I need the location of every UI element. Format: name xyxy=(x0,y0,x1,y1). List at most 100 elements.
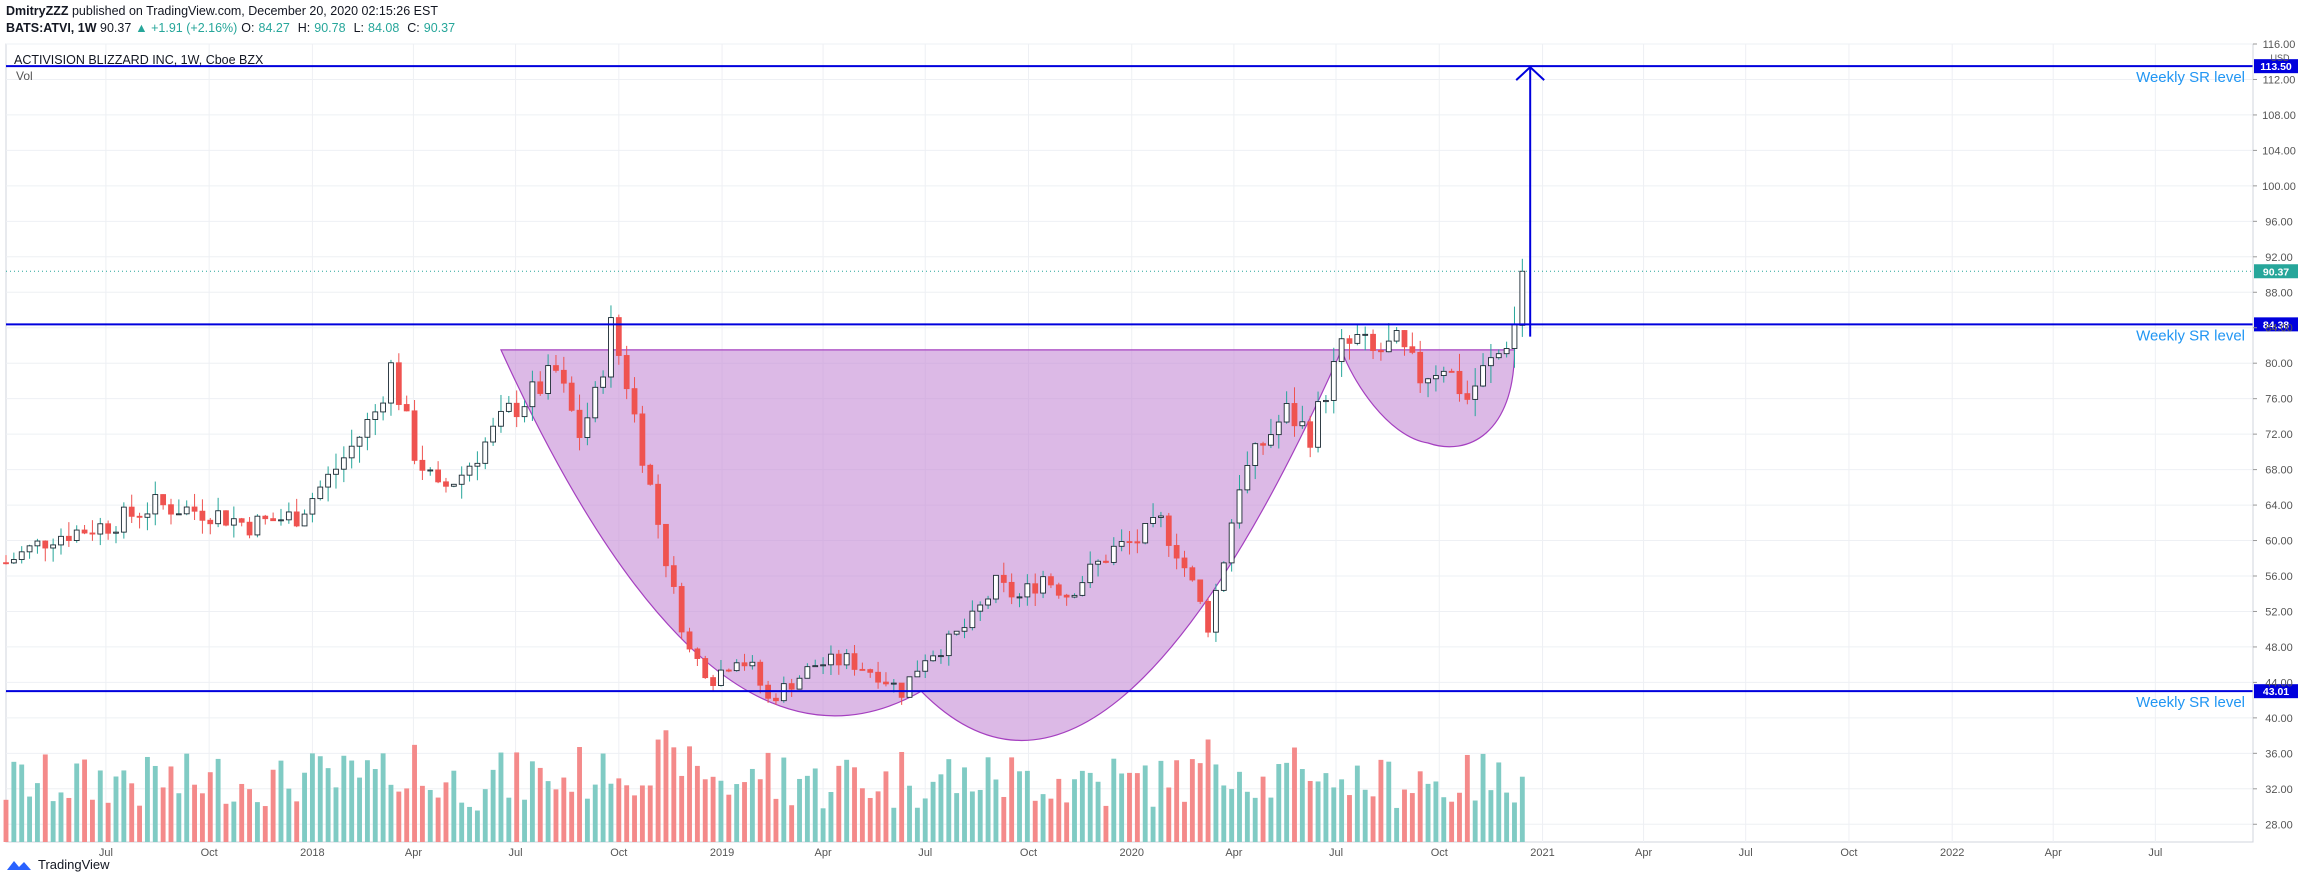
candle-body xyxy=(1213,589,1219,633)
candle-body xyxy=(639,413,646,466)
candle-body xyxy=(733,662,740,672)
candle-body xyxy=(1079,582,1086,596)
volume-bar xyxy=(129,783,135,842)
candle-body xyxy=(1197,579,1204,602)
candle-body xyxy=(1425,378,1431,384)
volume-bar xyxy=(459,802,465,842)
volume-bar xyxy=(412,744,417,842)
volume-bar xyxy=(419,785,425,842)
candle-body xyxy=(1110,545,1117,563)
volume-bar xyxy=(341,755,347,842)
candle-body xyxy=(183,506,190,515)
volume-bar xyxy=(349,760,355,842)
candle-body xyxy=(930,655,936,662)
high-label: H: xyxy=(297,21,311,35)
price-tick-label: 92.00 xyxy=(2265,252,2293,264)
grid-lines xyxy=(6,43,2253,842)
candle-body xyxy=(1354,334,1361,344)
time-tick-label: 2020 xyxy=(1120,847,1144,859)
candle-body xyxy=(553,365,559,371)
candle-body xyxy=(97,523,104,535)
volume-bar xyxy=(1504,792,1510,842)
candle-body xyxy=(1150,517,1156,524)
candle-body xyxy=(1158,515,1164,518)
candle-body xyxy=(450,483,457,487)
volume-bar xyxy=(254,802,260,842)
volume-bar xyxy=(1142,765,1148,842)
volume-bar xyxy=(27,796,33,842)
published-text: published on TradingView.com, December 2… xyxy=(71,4,438,18)
author-name[interactable]: DmitryZZZ xyxy=(6,4,69,18)
volume-bar xyxy=(58,792,64,842)
volume-bar xyxy=(749,768,755,842)
low-label: L: xyxy=(353,21,364,35)
price-tick-label: 80.00 xyxy=(2265,358,2293,370)
candle-body xyxy=(1220,562,1227,591)
volume-bar xyxy=(1072,779,1077,842)
volume-bar xyxy=(1370,796,1376,842)
volume-bar xyxy=(1519,776,1525,842)
volume-bar xyxy=(891,807,897,842)
candle-body xyxy=(1063,594,1070,598)
volume-bar xyxy=(569,791,575,842)
volume-bar xyxy=(694,765,700,842)
volume-bar xyxy=(1347,795,1352,842)
candle-body xyxy=(1275,421,1282,436)
volume-bar xyxy=(1095,781,1101,842)
candle-body xyxy=(388,362,394,404)
candle-body xyxy=(529,381,536,408)
candle-body xyxy=(1228,522,1235,564)
volume-bar xyxy=(930,781,936,842)
candle-body xyxy=(136,515,143,518)
candle-body xyxy=(1268,434,1274,446)
volume-bar xyxy=(1158,760,1164,842)
volume-bar xyxy=(514,752,520,842)
volume-bar xyxy=(82,759,88,842)
tradingview-logo[interactable]: TradingView xyxy=(6,857,110,872)
candle-body xyxy=(301,513,308,527)
candle-body xyxy=(828,653,834,666)
volume-bar xyxy=(474,810,480,842)
candle-body xyxy=(615,317,622,356)
time-tick-label: Apr xyxy=(1225,847,1242,859)
candle-body xyxy=(207,519,214,525)
price-tick-label: 44.00 xyxy=(2265,677,2293,689)
symbol-label: BATS:ATVI, 1W xyxy=(6,21,97,35)
candle-body xyxy=(144,513,151,518)
price-axis[interactable]: 28.00 32.00 36.00 40.00 44.00 48.00 52.00 56.00… xyxy=(2253,39,2296,831)
volume-bar xyxy=(592,784,598,842)
price-tick-label: 108.00 xyxy=(2262,110,2296,122)
candle-body xyxy=(1016,596,1023,599)
candle-body xyxy=(560,369,567,384)
candle-body xyxy=(81,529,88,534)
candle-body xyxy=(993,574,999,600)
time-tick-label: Jul xyxy=(918,847,932,859)
volume-bar xyxy=(1103,805,1109,842)
volume-bar xyxy=(1268,797,1274,842)
candle-body xyxy=(58,535,64,546)
candle-body xyxy=(1503,348,1510,355)
volume-bar xyxy=(1079,770,1085,842)
volume-bar xyxy=(584,798,590,842)
candle-body xyxy=(843,653,850,666)
candle-body xyxy=(1519,270,1526,326)
candle-body xyxy=(906,676,913,698)
volume-bars xyxy=(3,730,1525,842)
volume-bar xyxy=(1166,787,1172,842)
volume-bar xyxy=(954,793,960,842)
volume-bar xyxy=(1386,761,1392,842)
candle-body xyxy=(223,510,229,526)
volume-bar xyxy=(1488,790,1494,842)
volume-bar xyxy=(1134,773,1140,842)
candle-body xyxy=(293,511,300,527)
candle-body xyxy=(1118,541,1125,547)
candle-body xyxy=(1346,338,1353,344)
candle-body xyxy=(113,531,119,534)
cup-shape xyxy=(500,349,1343,741)
volume-bar xyxy=(286,788,292,842)
candle-body xyxy=(168,504,174,515)
time-tick-label: Oct xyxy=(1431,847,1448,859)
candle-body xyxy=(710,677,716,686)
time-axis[interactable]: Jul Oct 2018 Apr Jul Oct 2019 Apr Jul Oct 2020 Apr J… xyxy=(99,847,2163,859)
